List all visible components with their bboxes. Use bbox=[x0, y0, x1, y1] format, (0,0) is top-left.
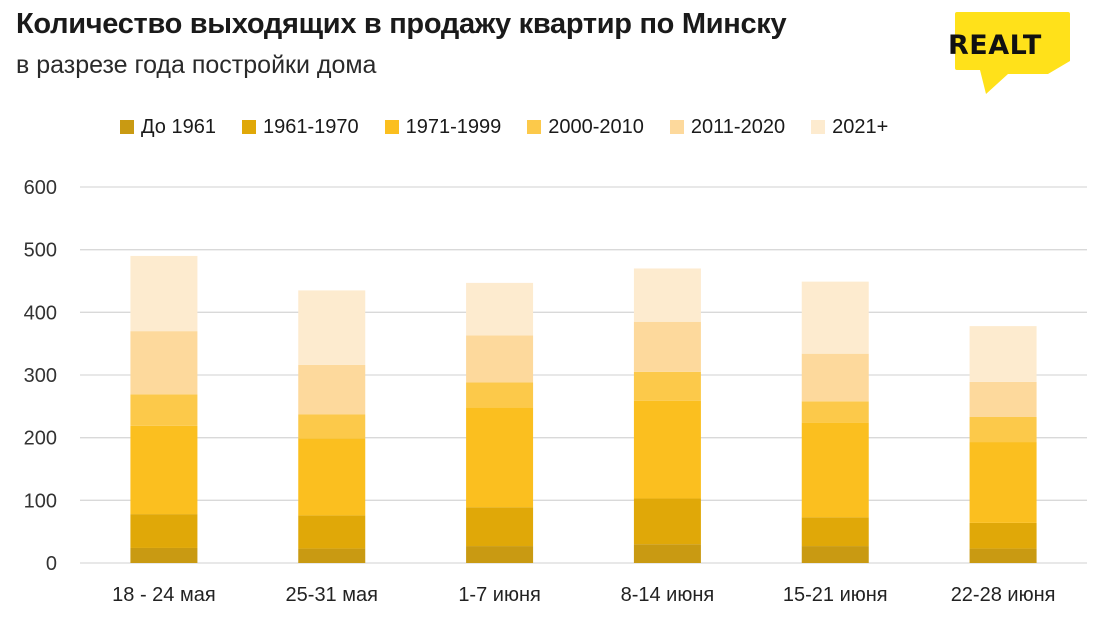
legend-item: 2000-2010 bbox=[527, 116, 644, 139]
legend-label: 1971-1999 bbox=[405, 115, 502, 138]
bar-segment bbox=[130, 394, 198, 426]
bar-segment bbox=[633, 321, 701, 372]
bar-segment bbox=[633, 544, 701, 563]
bar-segment bbox=[633, 498, 701, 545]
legend-swatch bbox=[120, 120, 134, 134]
x-tick-label: 22-28 июня bbox=[951, 584, 1056, 606]
legend-swatch bbox=[241, 120, 256, 134]
y-tick-label: 200 bbox=[24, 428, 57, 450]
x-tick-label: 1-7 июня bbox=[458, 584, 541, 606]
y-tick-label: 500 bbox=[24, 240, 57, 262]
bar-segment bbox=[130, 331, 198, 395]
realt-logo: REALT bbox=[948, 12, 1070, 94]
x-tick-label: 18 - 24 мая bbox=[112, 584, 216, 606]
bar-segment bbox=[130, 514, 198, 548]
legend-label: 2000-2010 bbox=[548, 115, 644, 138]
bar-segment bbox=[298, 364, 366, 415]
y-tick-label: 300 bbox=[24, 365, 57, 387]
bar-segment bbox=[466, 335, 534, 383]
y-tick-label: 100 bbox=[24, 490, 57, 512]
legend-item: 1961-1970 bbox=[241, 115, 359, 139]
y-tick-label: 600 bbox=[24, 177, 57, 199]
bar-segment bbox=[969, 548, 1037, 563]
legend-swatch bbox=[811, 120, 826, 134]
legend-label: 2021+ bbox=[832, 115, 889, 138]
legend-item: 1971-1999 bbox=[384, 115, 502, 139]
legend-label: 2011-2020 bbox=[690, 115, 786, 138]
bar-segment bbox=[130, 255, 198, 332]
legend: До 1961 1961-1970 1971-1999 2000-2010 2011-2… bbox=[120, 113, 888, 141]
bar-segment bbox=[130, 425, 198, 515]
bar-segment bbox=[801, 353, 869, 402]
y-tick-label: 400 bbox=[24, 302, 57, 324]
logo-text: REALT bbox=[948, 30, 1042, 61]
bar-segment bbox=[969, 416, 1037, 443]
bar-segment bbox=[466, 382, 534, 408]
legend-swatch bbox=[669, 120, 684, 134]
bar-segment bbox=[466, 282, 534, 336]
bar-segment bbox=[298, 290, 366, 365]
bar-segment bbox=[801, 281, 869, 354]
x-tick-label: 25-31 мая bbox=[286, 584, 378, 606]
legend-item: До 1961 bbox=[120, 116, 216, 139]
chart-title: Количество выходящих в продажу квартир п… bbox=[16, 8, 787, 40]
bar-segment bbox=[298, 548, 366, 563]
x-tick-label: 15-21 июня bbox=[783, 584, 888, 606]
y-tick-label: 0 bbox=[46, 553, 57, 575]
bar-segment bbox=[969, 442, 1037, 523]
legend-label: До 1961 bbox=[141, 115, 216, 138]
bar-segment bbox=[801, 517, 869, 547]
bar-segment bbox=[466, 546, 534, 563]
chart-subtitle: в разрезе года постройки дома bbox=[16, 51, 377, 79]
bar-segment bbox=[298, 438, 366, 516]
bar-segment bbox=[801, 401, 869, 423]
bar-segment bbox=[633, 268, 701, 322]
bar-segment bbox=[298, 515, 366, 549]
legend-swatch bbox=[527, 120, 542, 134]
legend-item: 2011-2020 bbox=[669, 115, 786, 139]
legend-label: 1961-1970 bbox=[262, 115, 359, 138]
bar-segment bbox=[633, 400, 701, 499]
x-tick-label: 8-14 июня bbox=[621, 584, 715, 606]
bar-segment bbox=[466, 407, 534, 508]
bar-segment bbox=[969, 381, 1037, 417]
legend-swatch bbox=[384, 120, 399, 134]
bar-segment bbox=[801, 546, 869, 563]
bar-segment bbox=[130, 547, 198, 563]
bar-segment bbox=[801, 422, 869, 518]
bar-segment bbox=[298, 414, 366, 439]
bar-segment bbox=[969, 326, 1037, 382]
bar-segment bbox=[466, 507, 534, 547]
legend-item: 2021+ bbox=[811, 116, 888, 139]
bar-segment bbox=[633, 371, 701, 401]
bar-segment bbox=[969, 522, 1037, 549]
